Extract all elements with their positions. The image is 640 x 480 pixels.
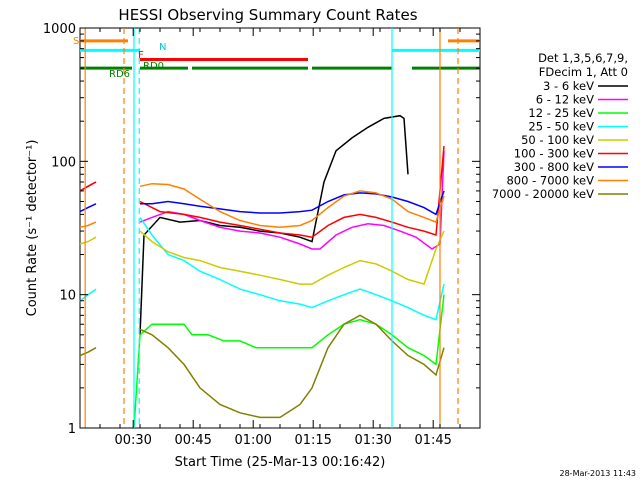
y-axis-label: Count Rate (s⁻¹ detector⁻¹) xyxy=(25,140,40,317)
series-line-12-25-kev xyxy=(133,294,445,429)
y-axis: 1 10 100 1000 xyxy=(43,22,480,437)
chart-title: HESSI Observing Summary Count Rates xyxy=(118,6,417,24)
series-line-6-12-kev xyxy=(79,150,445,250)
flag-label-n: N xyxy=(159,42,166,53)
legend-header-1: Det 1,3,5,6,7,9, xyxy=(538,51,628,65)
generation-timestamp: 28-Mar-2013 11:43 xyxy=(560,469,637,478)
x-axis: 00:30 00:45 01:00 01:15 01:30 01:45 xyxy=(79,28,481,448)
series-layer xyxy=(79,114,445,429)
flag-labels: S N F RD0 RD6 xyxy=(73,36,166,80)
y-tick-label: 1 xyxy=(68,422,76,437)
x-axis-label: Start Time (25-Mar-13 00:16:42) xyxy=(175,455,386,470)
series-line-800-7000-kev xyxy=(79,182,445,229)
flag-label-f: F xyxy=(138,50,144,61)
legend-entry-label: 50 - 100 keV xyxy=(521,133,594,147)
flag-label-s: S xyxy=(73,36,79,47)
x-tick-label: 01:30 xyxy=(354,433,391,448)
series-line-100-300-kev xyxy=(79,146,445,238)
x-tick-label: 00:45 xyxy=(174,433,211,448)
legend-entry-label: 12 - 25 keV xyxy=(528,106,594,120)
flag-bars xyxy=(80,39,480,70)
flag-label-rd6: RD6 xyxy=(109,69,130,80)
attenuator-markers xyxy=(84,28,459,428)
legend-entry-label: 3 - 6 keV xyxy=(543,79,594,93)
flag-label-rd0: RD0 xyxy=(143,61,164,72)
legend-entry-label: 6 - 12 keV xyxy=(536,93,594,107)
x-tick-label: 01:15 xyxy=(294,433,331,448)
y-tick-label: 10 xyxy=(59,289,76,304)
legend-entry-label: 100 - 300 keV xyxy=(514,147,594,161)
legend: Det 1,3,5,6,7,9, FDecim 1, Att 0 3 - 6 k… xyxy=(492,51,628,201)
series-line-300-800-kev xyxy=(79,190,445,216)
series-line-50-100-kev xyxy=(79,230,445,286)
legend-entry-label: 800 - 7000 keV xyxy=(506,174,594,188)
legend-header-2: FDecim 1, Att 0 xyxy=(539,65,628,79)
series-line-7000-20000-kev xyxy=(79,314,445,419)
x-tick-label: 00:30 xyxy=(114,433,151,448)
legend-entry-label: 300 - 800 keV xyxy=(514,160,594,174)
legend-entry-label: 7000 - 20000 keV xyxy=(492,187,594,201)
x-tick-label: 01:00 xyxy=(234,433,271,448)
x-tick-label: 01:45 xyxy=(414,433,451,448)
series-line-3-6-kev xyxy=(139,114,409,335)
y-tick-label: 1000 xyxy=(43,22,76,37)
legend-entry-label: 25 - 50 keV xyxy=(528,120,594,134)
y-tick-label: 100 xyxy=(51,155,76,170)
